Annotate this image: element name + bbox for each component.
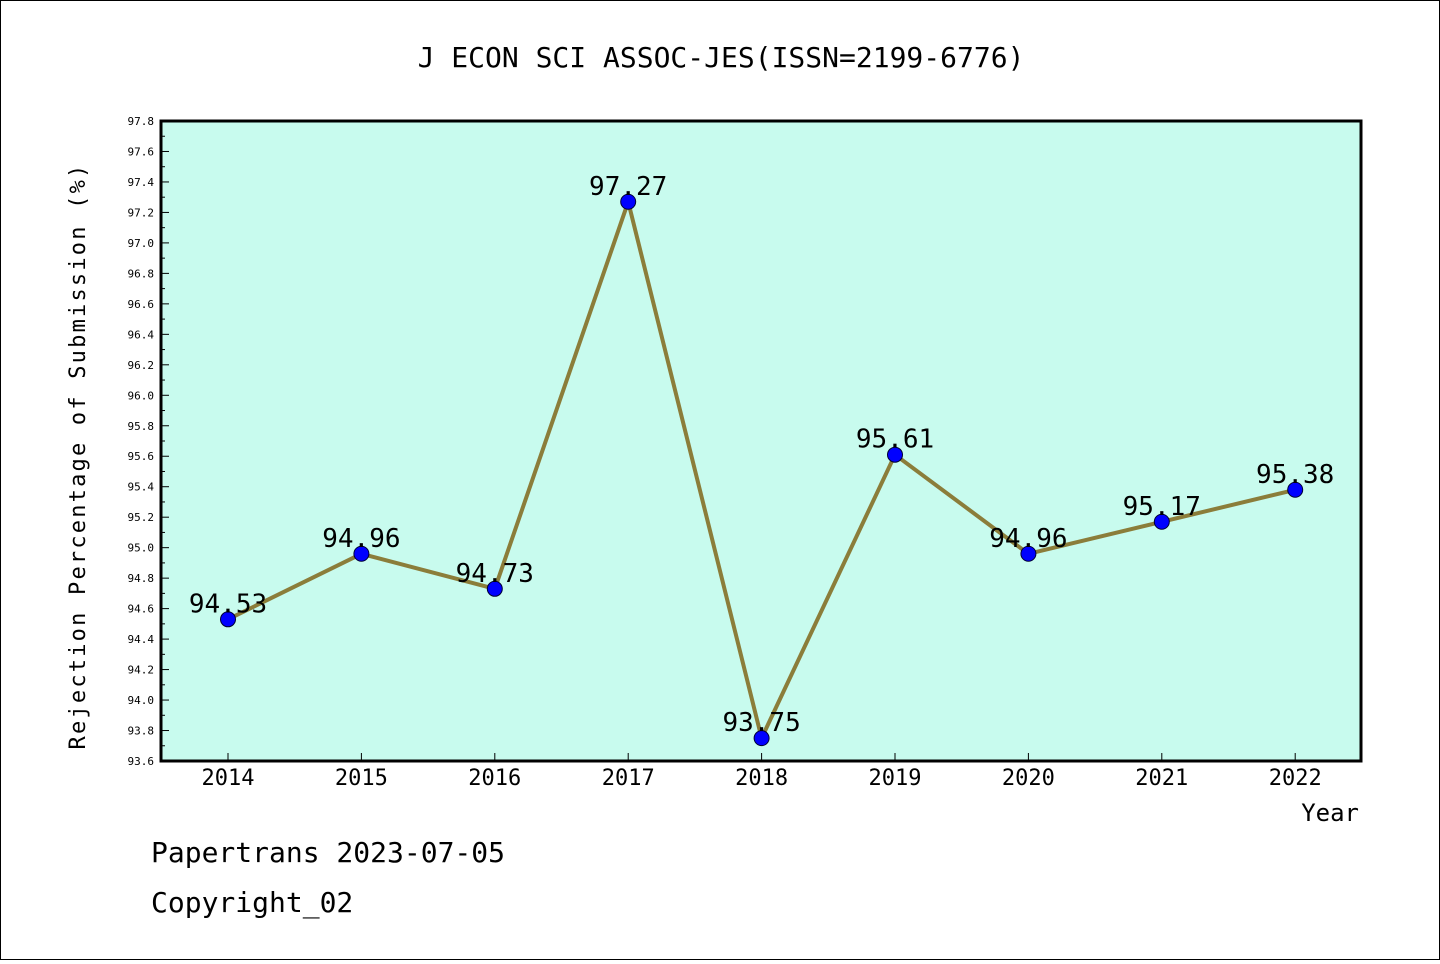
data-point xyxy=(353,545,370,562)
y-tick-label: 97.0 xyxy=(128,237,155,250)
data-label: 94.53 xyxy=(189,589,267,619)
y-axis-label: Rejection Percentage of Submission (%) xyxy=(66,163,91,750)
data-point xyxy=(220,611,236,628)
data-point xyxy=(753,730,770,747)
y-tick-label: 96.2 xyxy=(128,359,155,372)
data-label: 95.17 xyxy=(1123,492,1201,522)
footer-copyright: Copyright_02 xyxy=(151,886,354,919)
x-tick-label: 2014 xyxy=(202,766,255,791)
x-axis: 2014 2015 2016 2017 2018 2019 2020 2021 2022 xyxy=(202,753,1322,791)
data-point xyxy=(1153,513,1170,530)
data-label: 94.96 xyxy=(322,524,400,554)
y-tick-label: 97.6 xyxy=(128,145,155,158)
y-axis: 93.6 93.8 94.0 94.2 94.4 94.6 94.8 95.0 95.2 95.4… xyxy=(128,115,169,768)
x-tick-label: 2020 xyxy=(1002,766,1055,791)
data-labels: 94.53 94.96 94.73 97.27 93.75 95.61 94.96 95.17… xyxy=(189,172,1334,738)
y-tick-label: 94.2 xyxy=(128,664,155,677)
y-tick-label: 95.4 xyxy=(128,481,155,494)
x-tick-label: 2016 xyxy=(468,766,521,791)
y-tick-label: 97.4 xyxy=(128,176,155,189)
y-tick-label: 95.0 xyxy=(128,542,155,555)
y-tick-label: 95.2 xyxy=(128,511,155,524)
y-tick-label: 96.0 xyxy=(128,389,155,402)
x-axis-label: Year xyxy=(1301,799,1359,827)
data-point xyxy=(1020,545,1037,562)
y-tick-label: 93.6 xyxy=(128,755,155,768)
y-tick-label: 96.6 xyxy=(128,298,155,311)
x-tick-label: 2017 xyxy=(602,766,655,791)
series-rejection-percentage xyxy=(220,193,1304,747)
y-tick-label: 97.8 xyxy=(128,115,155,128)
y-tick-label: 96.8 xyxy=(128,267,155,280)
data-label: 94.73 xyxy=(456,559,534,589)
data-point xyxy=(887,446,903,463)
data-point xyxy=(1287,481,1304,498)
x-tick-label: 2015 xyxy=(335,766,388,791)
y-tick-label: 97.2 xyxy=(128,206,155,219)
data-label: 94.96 xyxy=(989,524,1067,554)
y-tick-label: 95.8 xyxy=(128,420,155,433)
y-tick-label: 94.4 xyxy=(128,633,155,646)
x-tick-label: 2019 xyxy=(869,766,922,791)
y-tick-label: 94.8 xyxy=(128,572,155,585)
y-tick-label: 93.8 xyxy=(128,725,155,738)
y-tick-label: 94.6 xyxy=(128,603,155,616)
y-tick-label: 95.6 xyxy=(128,450,155,463)
plot-area xyxy=(159,119,1363,763)
x-tick-label: 2021 xyxy=(1135,766,1188,791)
chart-title: J ECON SCI ASSOC-JES(ISSN=2199-6776) xyxy=(418,41,1025,74)
data-point xyxy=(620,193,637,210)
data-label: 95.38 xyxy=(1256,460,1334,490)
y-tick-label: 96.4 xyxy=(128,328,155,341)
footer-date: Papertrans 2023-07-05 xyxy=(151,836,506,869)
x-tick-label: 2018 xyxy=(735,766,788,791)
data-label: 93.75 xyxy=(722,708,800,738)
x-tick-label: 2022 xyxy=(1269,766,1322,791)
data-label: 95.61 xyxy=(856,425,934,455)
data-point xyxy=(486,580,503,597)
y-tick-label: 94.0 xyxy=(128,694,155,707)
data-label: 97.27 xyxy=(589,172,667,202)
